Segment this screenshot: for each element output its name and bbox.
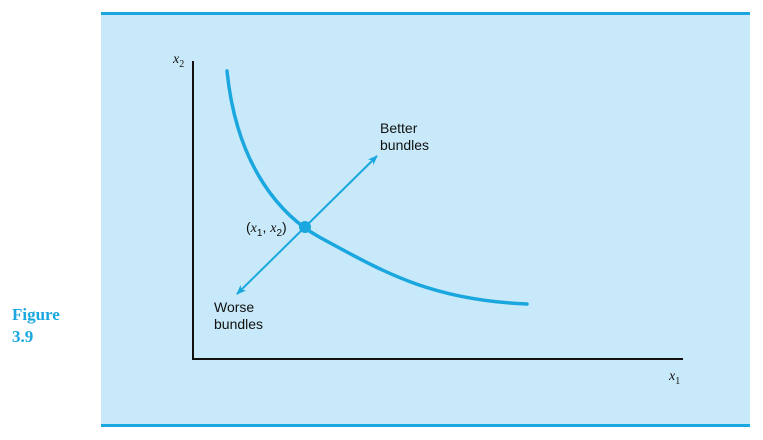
diagram-panel	[101, 12, 750, 427]
y-axis-label: x2	[172, 52, 184, 70]
figure-caption-word: Figure	[12, 305, 60, 324]
indifference-curve	[225, 69, 529, 306]
bundle-point-label: (x1, x2)	[246, 219, 287, 239]
figure-caption: Figure 3.9	[12, 304, 60, 348]
bundle-point	[299, 221, 311, 233]
better-bundles-arrow	[304, 155, 378, 228]
figure-caption-number: 3.9	[12, 327, 34, 346]
x-axis-label: x1	[668, 369, 680, 387]
worse-bundles-arrow	[236, 226, 306, 295]
better-bundles-label: Better bundles	[380, 120, 429, 153]
worse-bundles-label: Worse bundles	[214, 299, 263, 332]
